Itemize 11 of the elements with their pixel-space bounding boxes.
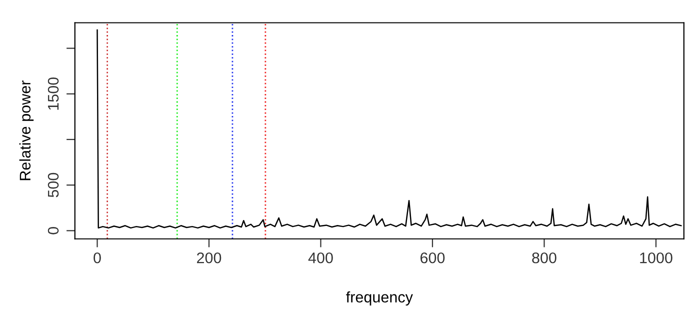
y-tick-label: 0 [48,227,59,234]
x-tick-label: 0 [94,252,101,264]
x-axis-title: frequency [346,291,413,306]
y-tick-label: 500 [48,172,59,198]
x-tick-label: 1000 [640,252,672,264]
y-tick-label: 1500 [48,77,59,110]
x-tick-label: 200 [197,252,222,264]
x-tick-label: 400 [308,252,333,264]
x-tick-label: 600 [420,252,445,264]
y-axis-title: Relative power [19,80,34,180]
x-tick-label: 800 [532,252,556,264]
